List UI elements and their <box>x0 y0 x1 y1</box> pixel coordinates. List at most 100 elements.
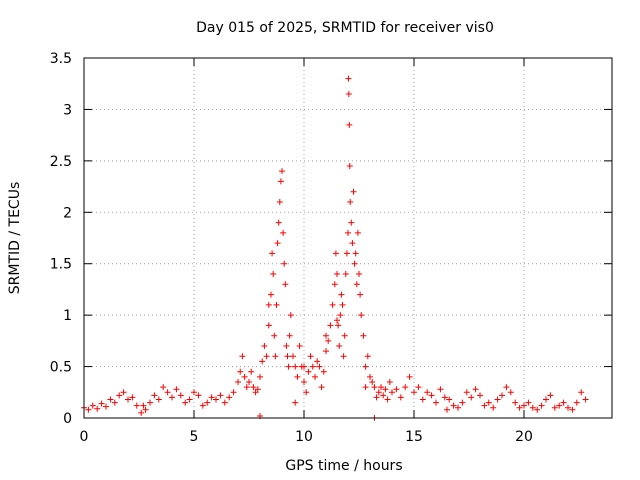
data-point <box>353 281 360 288</box>
data-point <box>277 178 284 185</box>
data-point <box>582 396 589 403</box>
data-point <box>472 386 479 393</box>
data-point <box>573 399 580 406</box>
data-point <box>331 281 338 288</box>
data-point <box>565 404 571 411</box>
data-point <box>208 394 215 401</box>
data-point <box>287 312 294 319</box>
data-point <box>283 343 290 349</box>
data-point <box>177 392 184 399</box>
data-point <box>340 353 347 360</box>
data-point <box>107 396 114 403</box>
data-point <box>312 373 318 380</box>
data-point <box>538 402 545 409</box>
data-point <box>282 281 289 288</box>
data-point <box>325 337 332 344</box>
data-point <box>345 91 352 97</box>
data-point <box>332 250 339 257</box>
data-point <box>382 386 389 393</box>
data-point <box>367 373 373 380</box>
data-point <box>323 332 329 339</box>
data-point <box>246 379 252 385</box>
data-point <box>155 396 162 403</box>
y-tick-label: 3.5 <box>50 51 72 67</box>
data-point <box>468 394 475 401</box>
data-point <box>397 394 404 401</box>
data-point <box>386 379 393 385</box>
data-point <box>569 406 576 413</box>
data-point <box>354 229 361 236</box>
data-point <box>380 392 387 399</box>
data-point <box>503 384 510 391</box>
data-point <box>323 348 329 355</box>
data-point <box>307 353 314 360</box>
data-point <box>142 406 149 413</box>
data-point <box>507 389 514 396</box>
data-point <box>230 389 237 396</box>
data-point <box>455 404 461 411</box>
data-point <box>164 389 171 396</box>
data-point <box>347 199 354 205</box>
x-tick-label: 10 <box>295 429 313 445</box>
data-point <box>269 250 276 257</box>
x-tick-label: 20 <box>515 429 533 445</box>
data-point <box>296 343 303 349</box>
data-point <box>459 399 466 406</box>
data-point <box>406 373 413 380</box>
grid <box>84 58 612 418</box>
data-point <box>173 386 180 393</box>
data-point <box>336 343 343 349</box>
data-point <box>320 368 327 375</box>
data-point <box>98 400 105 407</box>
data-point <box>120 389 127 396</box>
data-point <box>543 396 549 403</box>
data-point <box>547 392 554 399</box>
data-point <box>463 389 470 396</box>
y-axis-label: SRMTID / TECUs <box>7 182 23 295</box>
data-point <box>254 386 261 393</box>
data-point <box>411 389 417 396</box>
data-point <box>345 229 351 236</box>
data-point <box>248 368 255 375</box>
data-point <box>378 384 384 391</box>
data-point <box>525 399 532 406</box>
data-point <box>415 384 422 391</box>
data-point <box>272 353 279 360</box>
data-point <box>103 403 109 410</box>
data-point <box>360 332 367 339</box>
series-vis0 <box>81 75 589 421</box>
data-point <box>275 219 282 226</box>
y-tick-label: 2.5 <box>50 154 72 170</box>
data-point <box>402 384 409 391</box>
data-point <box>350 188 357 195</box>
data-point <box>195 392 202 399</box>
data-point <box>477 392 483 399</box>
data-point <box>186 396 193 403</box>
data-point <box>301 363 307 370</box>
data-point <box>314 358 321 365</box>
data-point <box>444 406 450 413</box>
data-point <box>428 392 435 399</box>
data-point <box>337 312 344 319</box>
data-point <box>556 402 563 409</box>
data-point <box>221 399 228 406</box>
y-tick-label: 1 <box>63 308 72 324</box>
y-tick-label: 1.5 <box>50 257 72 273</box>
data-point <box>384 396 391 403</box>
data-point <box>534 406 541 413</box>
data-point <box>342 271 349 277</box>
data-point <box>235 379 241 385</box>
data-point <box>303 389 310 396</box>
data-point <box>281 260 288 267</box>
data-point <box>160 384 167 391</box>
data-point <box>280 229 287 236</box>
data-point <box>485 399 492 406</box>
data-point <box>499 392 505 399</box>
data-series-vis0 <box>81 75 589 421</box>
x-axis-ticks: 0 5 10 15 20 <box>80 58 533 445</box>
chart-title: Day 015 of 2025, SRMTID for receiver vis… <box>196 20 494 36</box>
data-point <box>239 353 246 360</box>
data-point <box>329 301 336 308</box>
data-point <box>351 260 358 267</box>
data-point <box>358 312 365 319</box>
